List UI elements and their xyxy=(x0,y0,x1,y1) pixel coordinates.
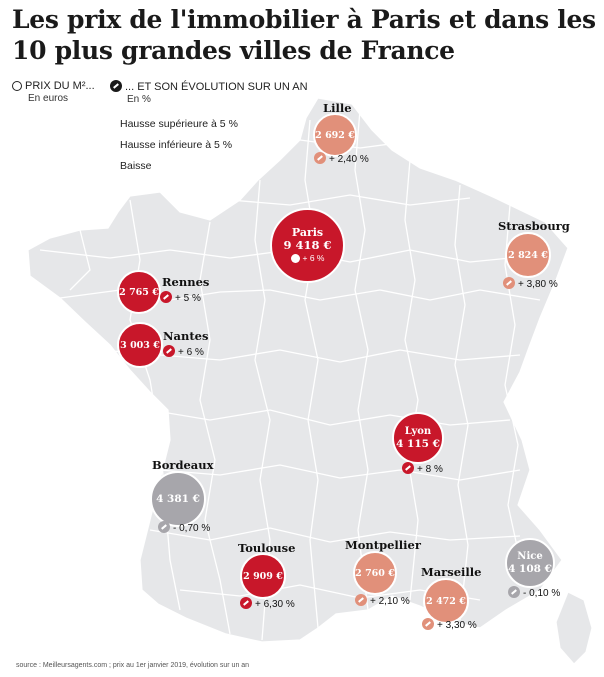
city-evolution-bordeaux: - 0,70 % xyxy=(158,521,210,534)
city-price-rennes: 2 765 € xyxy=(119,286,159,298)
price-circle-icon xyxy=(12,81,22,91)
city-evolution-value: + 5 % xyxy=(175,293,201,304)
city-name-nantes: Nantes xyxy=(163,329,209,343)
city-bubble-marseille: 2 472 € xyxy=(423,578,469,624)
city-evolution-nantes: + 6 % xyxy=(163,345,204,358)
evolution-arrow-icon xyxy=(160,291,172,303)
city-evolution-value: - 0,70 % xyxy=(173,523,211,534)
evolution-arrow-icon xyxy=(422,618,434,630)
legend-evolution: ... ET SON ÉVOLUTION SUR UN AN En % xyxy=(110,80,308,105)
evolution-arrow-icon xyxy=(402,462,414,474)
evolution-arrow-icon xyxy=(355,594,367,606)
mainland-outline xyxy=(27,97,569,643)
legend-category-high: Hausse supérieure à 5 % xyxy=(120,118,238,130)
legend-price-unit: En euros xyxy=(28,93,69,104)
city-name-bordeaux: Bordeaux xyxy=(152,458,214,472)
city-price-paris: 9 418 € xyxy=(283,237,332,252)
city-evolution-marseille: + 3,30 % xyxy=(422,618,477,631)
city-price-toulouse: 2 909 € xyxy=(243,570,283,582)
city-bubble-nice: Nice 4 108 € xyxy=(505,538,555,588)
city-bubble-bordeaux: 4 381 € xyxy=(150,471,206,527)
map-title: Les prix de l'immobilier à Paris et dans… xyxy=(12,5,596,65)
city-bubble-lille: 2 692 € xyxy=(313,113,357,157)
city-evolution-value: + 3,80 % xyxy=(518,279,558,290)
city-price-bordeaux: 4 381 € xyxy=(156,492,200,505)
city-evolution-montpellier: + 2,10 % xyxy=(355,594,410,607)
city-evolution-nice: - 0,10 % xyxy=(508,586,560,599)
city-name-marseille: Marseille xyxy=(421,565,482,579)
legend-category-low: Hausse inférieure à 5 % xyxy=(120,139,232,151)
city-price-marseille: 2 472 € xyxy=(426,595,466,607)
city-name-paris: Paris xyxy=(291,225,324,239)
evolution-arrow-icon xyxy=(240,597,252,609)
city-evolution-value: + 3,30 % xyxy=(437,620,477,631)
city-evolution-rennes: + 5 % xyxy=(160,291,201,304)
city-bubble-lyon: Lyon 4 115 € xyxy=(392,412,444,464)
city-evolution-paris: + 6 % xyxy=(283,252,331,265)
evolution-arrow-icon xyxy=(503,277,515,289)
city-evolution-strasbourg: + 3,80 % xyxy=(503,277,558,290)
evolution-arrow-icon xyxy=(290,253,300,263)
city-evolution-value: + 2,40 % xyxy=(329,154,369,165)
evolution-arrow-icon xyxy=(110,80,122,92)
city-bubble-strasbourg: 2 824 € xyxy=(505,232,551,278)
city-price-nice: 4 108 € xyxy=(508,562,552,575)
city-evolution-value: + 6,30 % xyxy=(255,599,295,610)
france-mainland xyxy=(27,97,569,643)
city-bubble-rennes: 2 765 € xyxy=(117,270,161,314)
city-evolution-value: + 6 % xyxy=(302,252,325,263)
evolution-arrow-icon xyxy=(163,345,175,357)
legend-category-drop: Baisse xyxy=(120,160,152,172)
city-price-nantes: 3 003 € xyxy=(120,339,160,351)
city-name-lille: Lille xyxy=(323,101,352,115)
corsica xyxy=(555,591,593,665)
city-evolution-value: + 6 % xyxy=(178,347,204,358)
city-evolution-lille: + 2,40 % xyxy=(314,152,369,165)
city-evolution-value: - 0,10 % xyxy=(523,588,561,599)
city-evolution-lyon: + 8 % xyxy=(402,462,443,475)
city-evolution-value: + 2,10 % xyxy=(370,596,410,607)
city-evolution-toulouse: + 6,30 % xyxy=(240,597,295,610)
legend-evolution-label: ... ET SON ÉVOLUTION SUR UN AN xyxy=(125,81,308,93)
city-name-lyon: Lyon xyxy=(404,425,432,437)
legend-price: PRIX DU M²... En euros xyxy=(12,80,95,104)
city-bubble-nantes: 3 003 € xyxy=(117,322,163,368)
corsica-outline xyxy=(555,591,593,665)
legend-category-label: Hausse inférieure à 5 % xyxy=(120,139,233,151)
city-name-rennes: Rennes xyxy=(162,275,210,289)
city-price-strasbourg: 2 824 € xyxy=(508,249,548,261)
city-price-lyon: 4 115 € xyxy=(396,437,440,450)
evolution-arrow-icon xyxy=(158,521,170,533)
legend-evolution-unit: En % xyxy=(127,94,151,105)
city-evolution-value: + 8 % xyxy=(417,464,443,475)
city-price-montpellier: 2 760 € xyxy=(355,567,395,579)
city-name-toulouse: Toulouse xyxy=(238,541,296,555)
city-name-montpellier: Montpellier xyxy=(345,538,421,552)
source-note: source : Meilleursagents.com ; prix au 1… xyxy=(16,662,250,669)
city-bubble-paris: Paris 9 418 € + 6 % xyxy=(270,208,345,283)
city-bubble-toulouse: 2 909 € xyxy=(240,553,286,599)
city-bubble-montpellier: 2 760 € xyxy=(353,551,397,595)
city-name-nice: Nice xyxy=(517,550,543,562)
city-name-strasbourg: Strasbourg xyxy=(498,219,570,233)
city-price-lille: 2 692 € xyxy=(315,129,355,141)
evolution-arrow-icon xyxy=(314,152,326,164)
evolution-arrow-icon xyxy=(508,586,520,598)
legend-category-label: Baisse xyxy=(120,160,152,172)
legend-category-label: Hausse supérieure à 5 % xyxy=(120,118,238,130)
legend-price-label: PRIX DU M²... xyxy=(25,80,95,92)
